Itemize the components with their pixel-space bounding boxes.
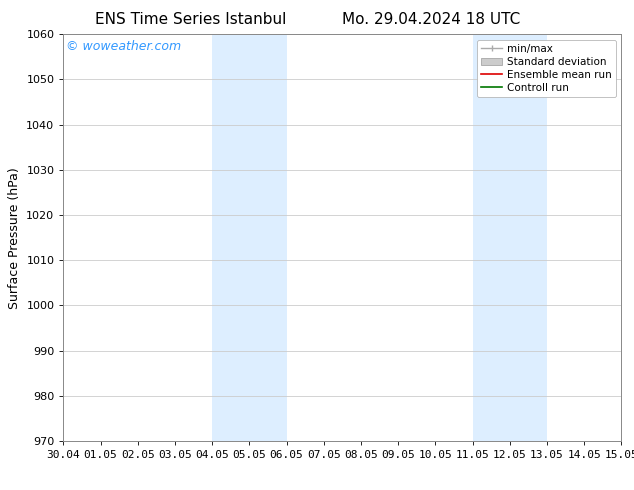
Bar xyxy=(212,34,287,441)
Bar xyxy=(472,34,547,441)
Legend: min/max, Standard deviation, Ensemble mean run, Controll run: min/max, Standard deviation, Ensemble me… xyxy=(477,40,616,97)
Text: ENS Time Series Istanbul: ENS Time Series Istanbul xyxy=(94,12,286,27)
Y-axis label: Surface Pressure (hPa): Surface Pressure (hPa) xyxy=(8,167,21,309)
Text: © woweather.com: © woweather.com xyxy=(66,40,181,53)
Text: Mo. 29.04.2024 18 UTC: Mo. 29.04.2024 18 UTC xyxy=(342,12,521,27)
